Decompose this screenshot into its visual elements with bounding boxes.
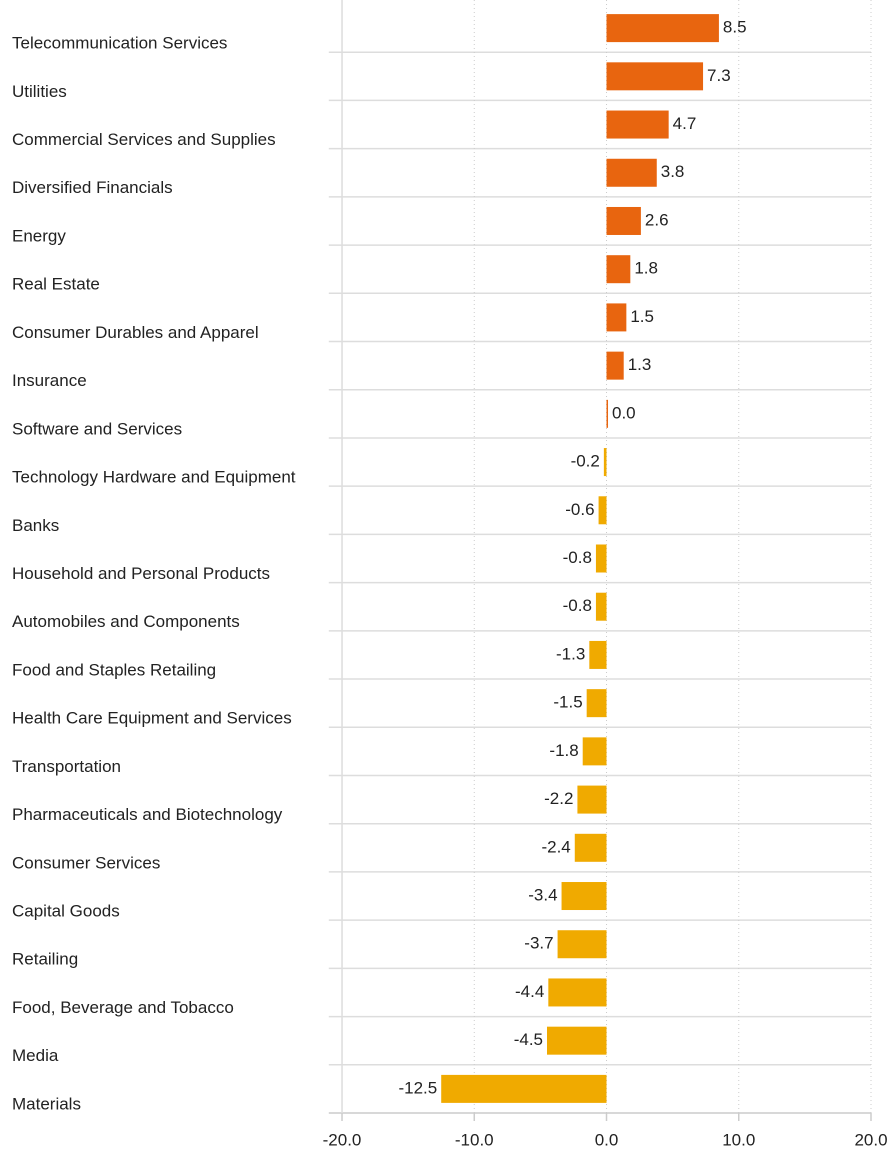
value-label: -2.2 bbox=[544, 789, 573, 808]
value-label: 0.0 bbox=[612, 403, 636, 422]
category-label: Food, Beverage and Tobacco bbox=[12, 998, 234, 1017]
category-label: Diversified Financials bbox=[12, 178, 173, 197]
x-tick-label: 0.0 bbox=[595, 1130, 619, 1149]
category-label: Software and Services bbox=[12, 419, 182, 438]
value-label: -0.8 bbox=[563, 596, 592, 615]
value-label: -12.5 bbox=[398, 1078, 437, 1097]
bar bbox=[606, 399, 609, 428]
value-label: -4.5 bbox=[514, 1030, 543, 1049]
category-label: Banks bbox=[12, 516, 59, 535]
bar bbox=[557, 930, 607, 959]
value-label: -0.6 bbox=[565, 500, 594, 519]
value-label: -1.5 bbox=[553, 693, 582, 712]
value-label: 8.5 bbox=[723, 18, 747, 37]
value-label: 7.3 bbox=[707, 66, 731, 85]
category-label: Capital Goods bbox=[12, 902, 120, 921]
category-label: Insurance bbox=[12, 371, 87, 390]
bar bbox=[606, 110, 669, 139]
value-label: -1.8 bbox=[549, 741, 578, 760]
category-label: Health Care Equipment and Services bbox=[12, 709, 292, 728]
value-label: -3.7 bbox=[524, 934, 553, 953]
bar bbox=[574, 833, 607, 862]
x-tick-label: -20.0 bbox=[323, 1130, 362, 1149]
bar bbox=[606, 255, 631, 284]
category-label: Technology Hardware and Equipment bbox=[12, 468, 296, 487]
bar bbox=[586, 689, 607, 718]
category-label: Transportation bbox=[12, 757, 121, 776]
bar bbox=[441, 1074, 607, 1103]
x-tick-label: -10.0 bbox=[455, 1130, 494, 1149]
bar bbox=[595, 592, 607, 621]
bar bbox=[606, 303, 627, 332]
category-label: Consumer Durables and Apparel bbox=[12, 323, 259, 342]
bar bbox=[548, 978, 607, 1007]
x-tick-label: 10.0 bbox=[722, 1130, 755, 1149]
bar bbox=[547, 1026, 607, 1055]
category-label: Food and Staples Retailing bbox=[12, 660, 216, 679]
value-label: -0.8 bbox=[563, 548, 592, 567]
category-label: Materials bbox=[12, 1094, 81, 1113]
value-label: -0.2 bbox=[571, 452, 600, 471]
category-label: Real Estate bbox=[12, 275, 100, 294]
category-label: Automobiles and Components bbox=[12, 612, 240, 631]
bar bbox=[595, 544, 607, 573]
bar bbox=[582, 737, 607, 766]
bar bbox=[577, 785, 607, 814]
value-label: -1.3 bbox=[556, 644, 585, 663]
category-label: Utilities bbox=[12, 82, 67, 101]
bar bbox=[606, 158, 657, 187]
value-label: 1.5 bbox=[630, 307, 654, 326]
x-tick-label: 20.0 bbox=[854, 1130, 887, 1149]
category-label: Pharmaceuticals and Biotechnology bbox=[12, 805, 283, 824]
category-label: Household and Personal Products bbox=[12, 564, 270, 583]
category-label: Energy bbox=[12, 226, 66, 245]
value-label: -2.4 bbox=[541, 837, 570, 856]
value-label: -3.4 bbox=[528, 886, 557, 905]
bar bbox=[606, 62, 704, 91]
value-label: -4.4 bbox=[515, 982, 544, 1001]
bar bbox=[561, 882, 607, 911]
category-label: Media bbox=[12, 1046, 59, 1065]
value-label: 3.8 bbox=[661, 162, 685, 181]
category-label: Consumer Services bbox=[12, 853, 160, 872]
bar bbox=[589, 640, 607, 669]
category-label: Telecommunication Services bbox=[12, 34, 227, 53]
bar bbox=[598, 496, 607, 525]
bar bbox=[603, 448, 607, 477]
bar bbox=[606, 206, 641, 235]
category-label: Commercial Services and Supplies bbox=[12, 130, 276, 149]
category-label: Retailing bbox=[12, 950, 78, 969]
value-label: 4.7 bbox=[673, 114, 697, 133]
value-label: 1.8 bbox=[634, 259, 658, 278]
bar bbox=[606, 14, 719, 43]
value-label: 2.6 bbox=[645, 210, 669, 229]
bar bbox=[606, 351, 624, 380]
value-label: 1.3 bbox=[628, 355, 652, 374]
